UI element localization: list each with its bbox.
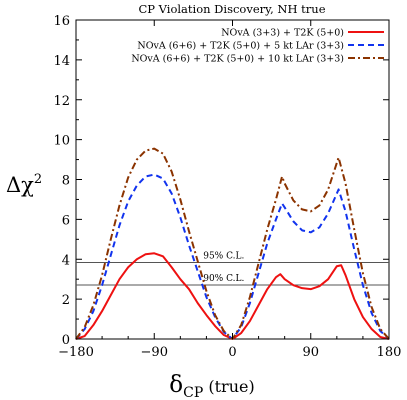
x-tick-label-4: 180	[377, 345, 402, 360]
legend-label-2: NOvA (6+6) + T2K (5+0) + 10 kt LAr (3+3)	[131, 54, 344, 65]
y-tick-label-6: 12	[53, 94, 70, 109]
y-tick-label-7: 14	[53, 54, 70, 69]
x-axis-label-suffix: (true)	[203, 377, 254, 396]
confidence-level-lines: 95% C.L. 90% C.L.	[76, 251, 389, 286]
x-axis-label-main: δ	[169, 372, 183, 398]
x-tick-label-3: 90	[302, 345, 319, 360]
series-line-2	[75, 147, 390, 340]
y-axis-label-main: Δχ	[6, 173, 34, 197]
y-axis-label-superscript: 2	[34, 172, 42, 187]
series-line-0	[75, 252, 390, 340]
x-axis-label-subscript: CP	[183, 385, 203, 400]
x-axis-label: δCP (true)	[169, 372, 254, 400]
axis-ticks: −180 −90 0 90 180 0 2 4 6 8 10 12 14 16	[53, 14, 401, 360]
x-tick-label-1: −90	[141, 345, 168, 360]
plot-area	[75, 19, 390, 340]
series-layer	[75, 147, 390, 340]
series-line-1	[75, 173, 390, 340]
x-tick-label-2: 0	[228, 345, 236, 360]
y-tick-label-8: 16	[53, 14, 70, 29]
legend: NOvA (3+3) + T2K (5+0) NOvA (6+6) + T2K (…	[131, 28, 384, 65]
y-tick-label-2: 4	[62, 253, 70, 268]
plot-border	[75, 19, 390, 340]
cl-label-1: 90% C.L.	[203, 274, 244, 284]
y-tick-label-0: 0	[62, 333, 70, 348]
y-tick-label-5: 10	[53, 134, 70, 149]
chart-title: CP Violation Discovery, NH true	[138, 2, 325, 16]
x-tick-label-0: −180	[58, 345, 94, 360]
y-axis-label: Δχ2	[6, 172, 42, 197]
y-tick-label-3: 6	[62, 213, 70, 228]
cl-label-0: 95% C.L.	[203, 251, 244, 261]
y-tick-label-4: 8	[62, 174, 70, 189]
y-tick-label-1: 2	[62, 293, 70, 308]
legend-label-0: NOvA (3+3) + T2K (5+0)	[221, 28, 344, 39]
legend-label-1: NOvA (6+6) + T2K (5+0) + 5 kt LAr (3+3)	[137, 41, 344, 52]
